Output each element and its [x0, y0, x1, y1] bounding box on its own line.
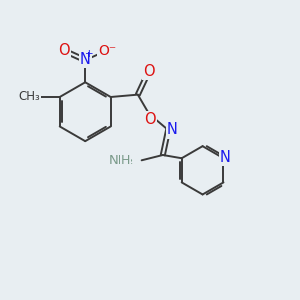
Text: N: N [80, 52, 91, 67]
Text: N: N [220, 150, 231, 165]
Text: O: O [144, 112, 155, 127]
Text: N: N [167, 122, 178, 137]
Text: CH₃: CH₃ [19, 91, 40, 103]
Text: NH₂: NH₂ [108, 154, 134, 167]
Text: O: O [143, 64, 155, 79]
Text: H: H [121, 154, 130, 167]
Text: +: + [85, 49, 93, 59]
Text: O: O [58, 43, 70, 58]
Text: O⁻: O⁻ [98, 44, 117, 58]
